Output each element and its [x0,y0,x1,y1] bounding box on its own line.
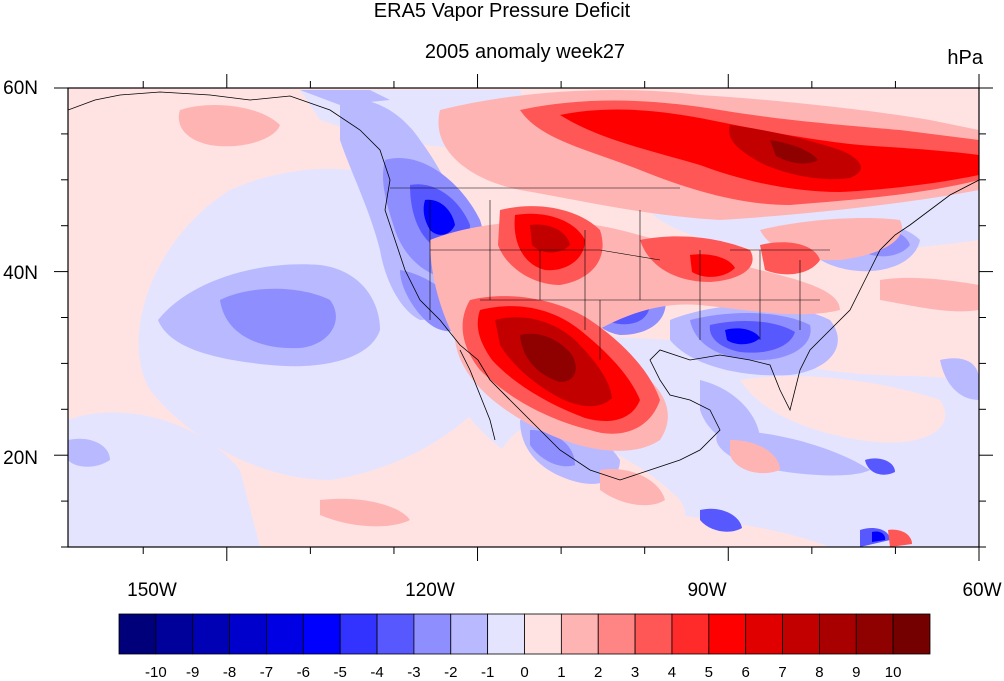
colorbar-label: -8 [223,664,236,681]
colorbar-label: 2 [594,664,602,681]
coastlines [68,91,979,481]
colorbar-label: 5 [705,664,713,681]
y-tick-40n: 40N [3,263,38,284]
colorbar-swatch [671,613,710,655]
colorbar-swatch [855,613,894,655]
colorbar-label: -6 [297,664,310,681]
colorbar-label: -10 [145,664,167,681]
colorbar-label: 7 [778,664,786,681]
colorbar-swatch [782,613,820,655]
colorbar-swatch [892,613,931,655]
colorbar-label: 1 [557,664,565,681]
colorbar-label: 4 [668,664,676,681]
colorbar: -10 -9 -8 -7 -6 -5 -4 -3 -2 -1 0 1 2 3 4 5 6 7 8 9 10 [118,613,931,681]
colorbar-label: -7 [260,664,273,681]
x-tick-60w: 60W [962,580,1001,601]
colorbar-swatch [302,613,341,655]
colorbar-label: -3 [407,664,420,681]
colorbar-swatch [487,613,525,655]
colorbar-swatch [524,613,562,655]
colorbar-label: -5 [334,664,347,681]
state-boundaries [390,187,830,360]
anomaly-field-plus10 [520,140,818,382]
colorbar-label: 3 [631,664,639,681]
colorbar-label: 9 [852,664,860,681]
colorbar-label: -9 [186,664,199,681]
colorbar-swatch [634,613,673,655]
x-tick-120w: 120W [405,580,455,601]
colorbar-swatch [413,613,452,655]
colorbar-swatch [155,613,194,655]
colorbar-swatch [118,613,157,655]
x-tick-150w: 150W [127,580,177,601]
colorbar-swatch [560,613,599,655]
axis-ticks [54,74,993,561]
colorbar-label: 8 [815,664,823,681]
colorbar-label: 6 [742,664,750,681]
colorbar-swatch [597,613,636,655]
units-label: hPa [947,47,983,69]
colorbar-swatch [339,613,378,655]
figure-subtitle: 2005 anomaly week27 [425,41,625,63]
colorbar-swatch [376,613,415,655]
colorbar-swatch [745,613,783,655]
colorbar-swatch [819,613,857,655]
x-tick-90w: 90W [687,580,726,601]
y-tick-60n: 60N [3,78,38,99]
colorbar-label: -2 [444,664,457,681]
colorbar-swatch [192,613,230,655]
colorbar-swatch [708,613,747,655]
colorbar-swatch [450,613,489,655]
colorbar-label: 10 [885,664,902,681]
colorbar-swatch [266,613,304,655]
map-plot-area [68,88,979,547]
figure-title: ERA5 Vapor Pressure Deficit [374,0,631,22]
colorbar-label: 0 [520,664,528,681]
colorbar-swatch [229,613,267,655]
colorbar-label: -4 [370,664,383,681]
y-tick-20n: 20N [3,448,38,469]
colorbar-label: -1 [481,664,494,681]
